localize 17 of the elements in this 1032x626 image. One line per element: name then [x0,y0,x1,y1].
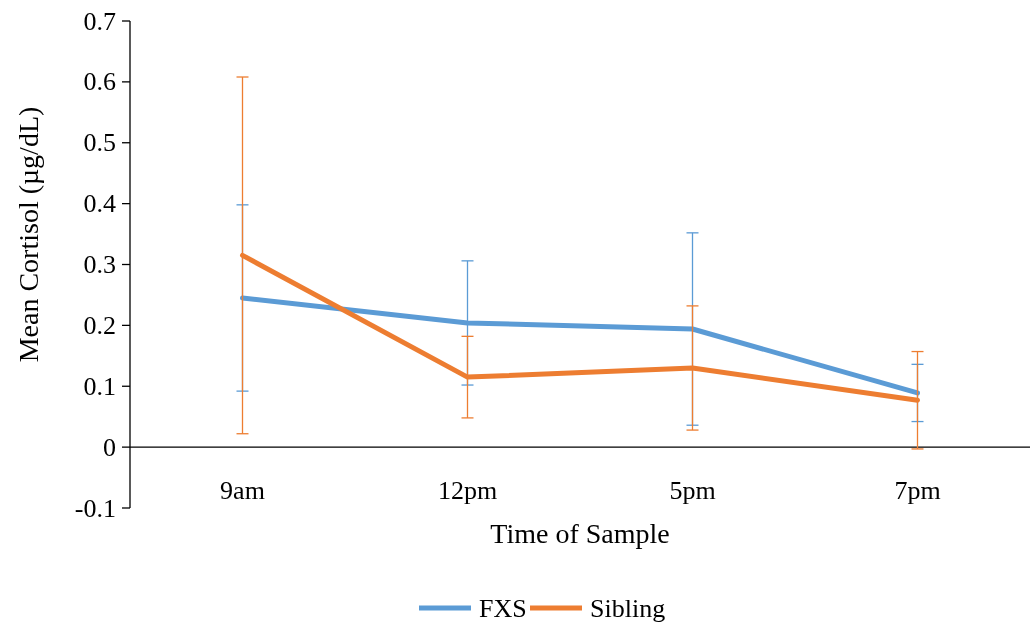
y-tick-label: 0 [103,432,116,462]
y-tick-label: 0.4 [83,189,116,219]
x-tick-label: 7pm [894,476,941,506]
y-axis-title: Mean Cortisol (µg/dL) [13,106,44,363]
y-tick-label: 0.7 [83,6,116,36]
x-tick-label: 5pm [669,476,716,506]
x-axis-title: Time of Sample [490,518,670,549]
y-tick-label: 0.1 [83,371,116,401]
y-tick-label: 0.3 [83,250,116,279]
legend-label: FXS [479,593,527,623]
x-tick-label: 9am [220,476,265,506]
y-tick-label: -0.1 [74,493,116,523]
y-tick-label: 0.2 [83,310,116,340]
y-tick-label: 0.6 [83,67,116,97]
x-tick-label: 12pm [437,476,498,506]
y-tick-label: 0.5 [83,128,116,158]
legend-label: Sibling [590,593,666,623]
